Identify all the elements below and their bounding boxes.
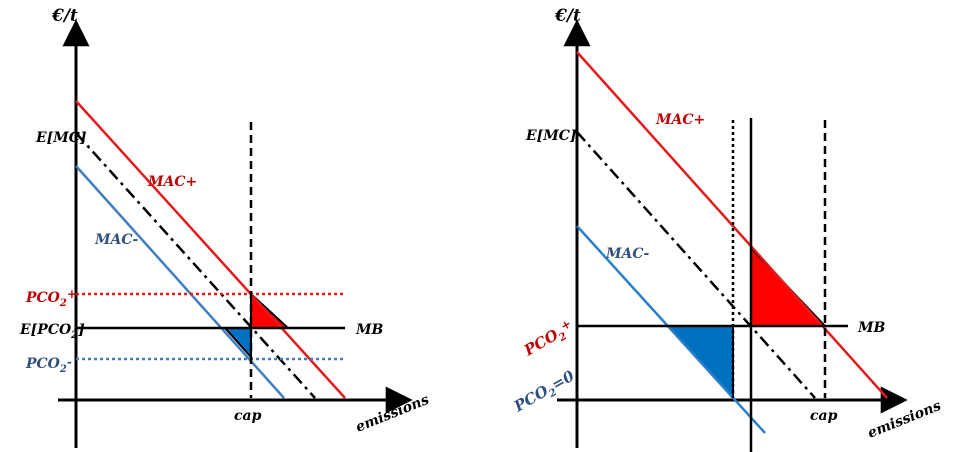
left-epco2-label: E[PCO2] [19,322,85,341]
left-mac-minus-label: MAC- [94,232,139,248]
left-mac-minus-line [75,165,285,399]
left-panel: €/t E[MC] MAC+ MAC- PCO2+ E[PCO2] PCO2- … [19,6,431,448]
left-mb-label: MB [355,322,383,338]
left-cap-label: cap [234,408,262,424]
left-mac-plus-line [75,100,346,399]
left-pco2-minus-label: PCO2- [25,355,72,375]
left-emc-label: E[MC] [35,130,87,146]
left-blue-triangle [222,327,252,360]
right-pco2-plus-label: PCO2+ [520,316,578,362]
left-emc-line [75,132,316,399]
right-mb-label: MB [857,320,885,336]
left-pco2-plus-label: PCO2+ [25,287,77,309]
right-emc-label: E[MC] [525,128,577,144]
right-emc-line [576,131,816,399]
right-mac-plus-label: MAC+ [655,112,705,128]
right-x-axis-label: emissions [866,398,944,442]
right-mac-minus-line [576,225,766,434]
left-mac-plus-label: MAC+ [147,174,197,190]
right-pco2-zero-label: PCO2=0 [510,366,579,418]
right-y-axis-label: €/t [554,6,581,26]
right-cap-label: cap [810,408,838,424]
left-y-axis-label: €/t [51,6,78,26]
left-x-axis-label: emissions [354,392,432,436]
right-panel: €/t E[MC] MAC+ MAC- MB cap PCO2+ PCO2=0 … [510,6,943,452]
right-mac-minus-label: MAC- [605,246,650,262]
